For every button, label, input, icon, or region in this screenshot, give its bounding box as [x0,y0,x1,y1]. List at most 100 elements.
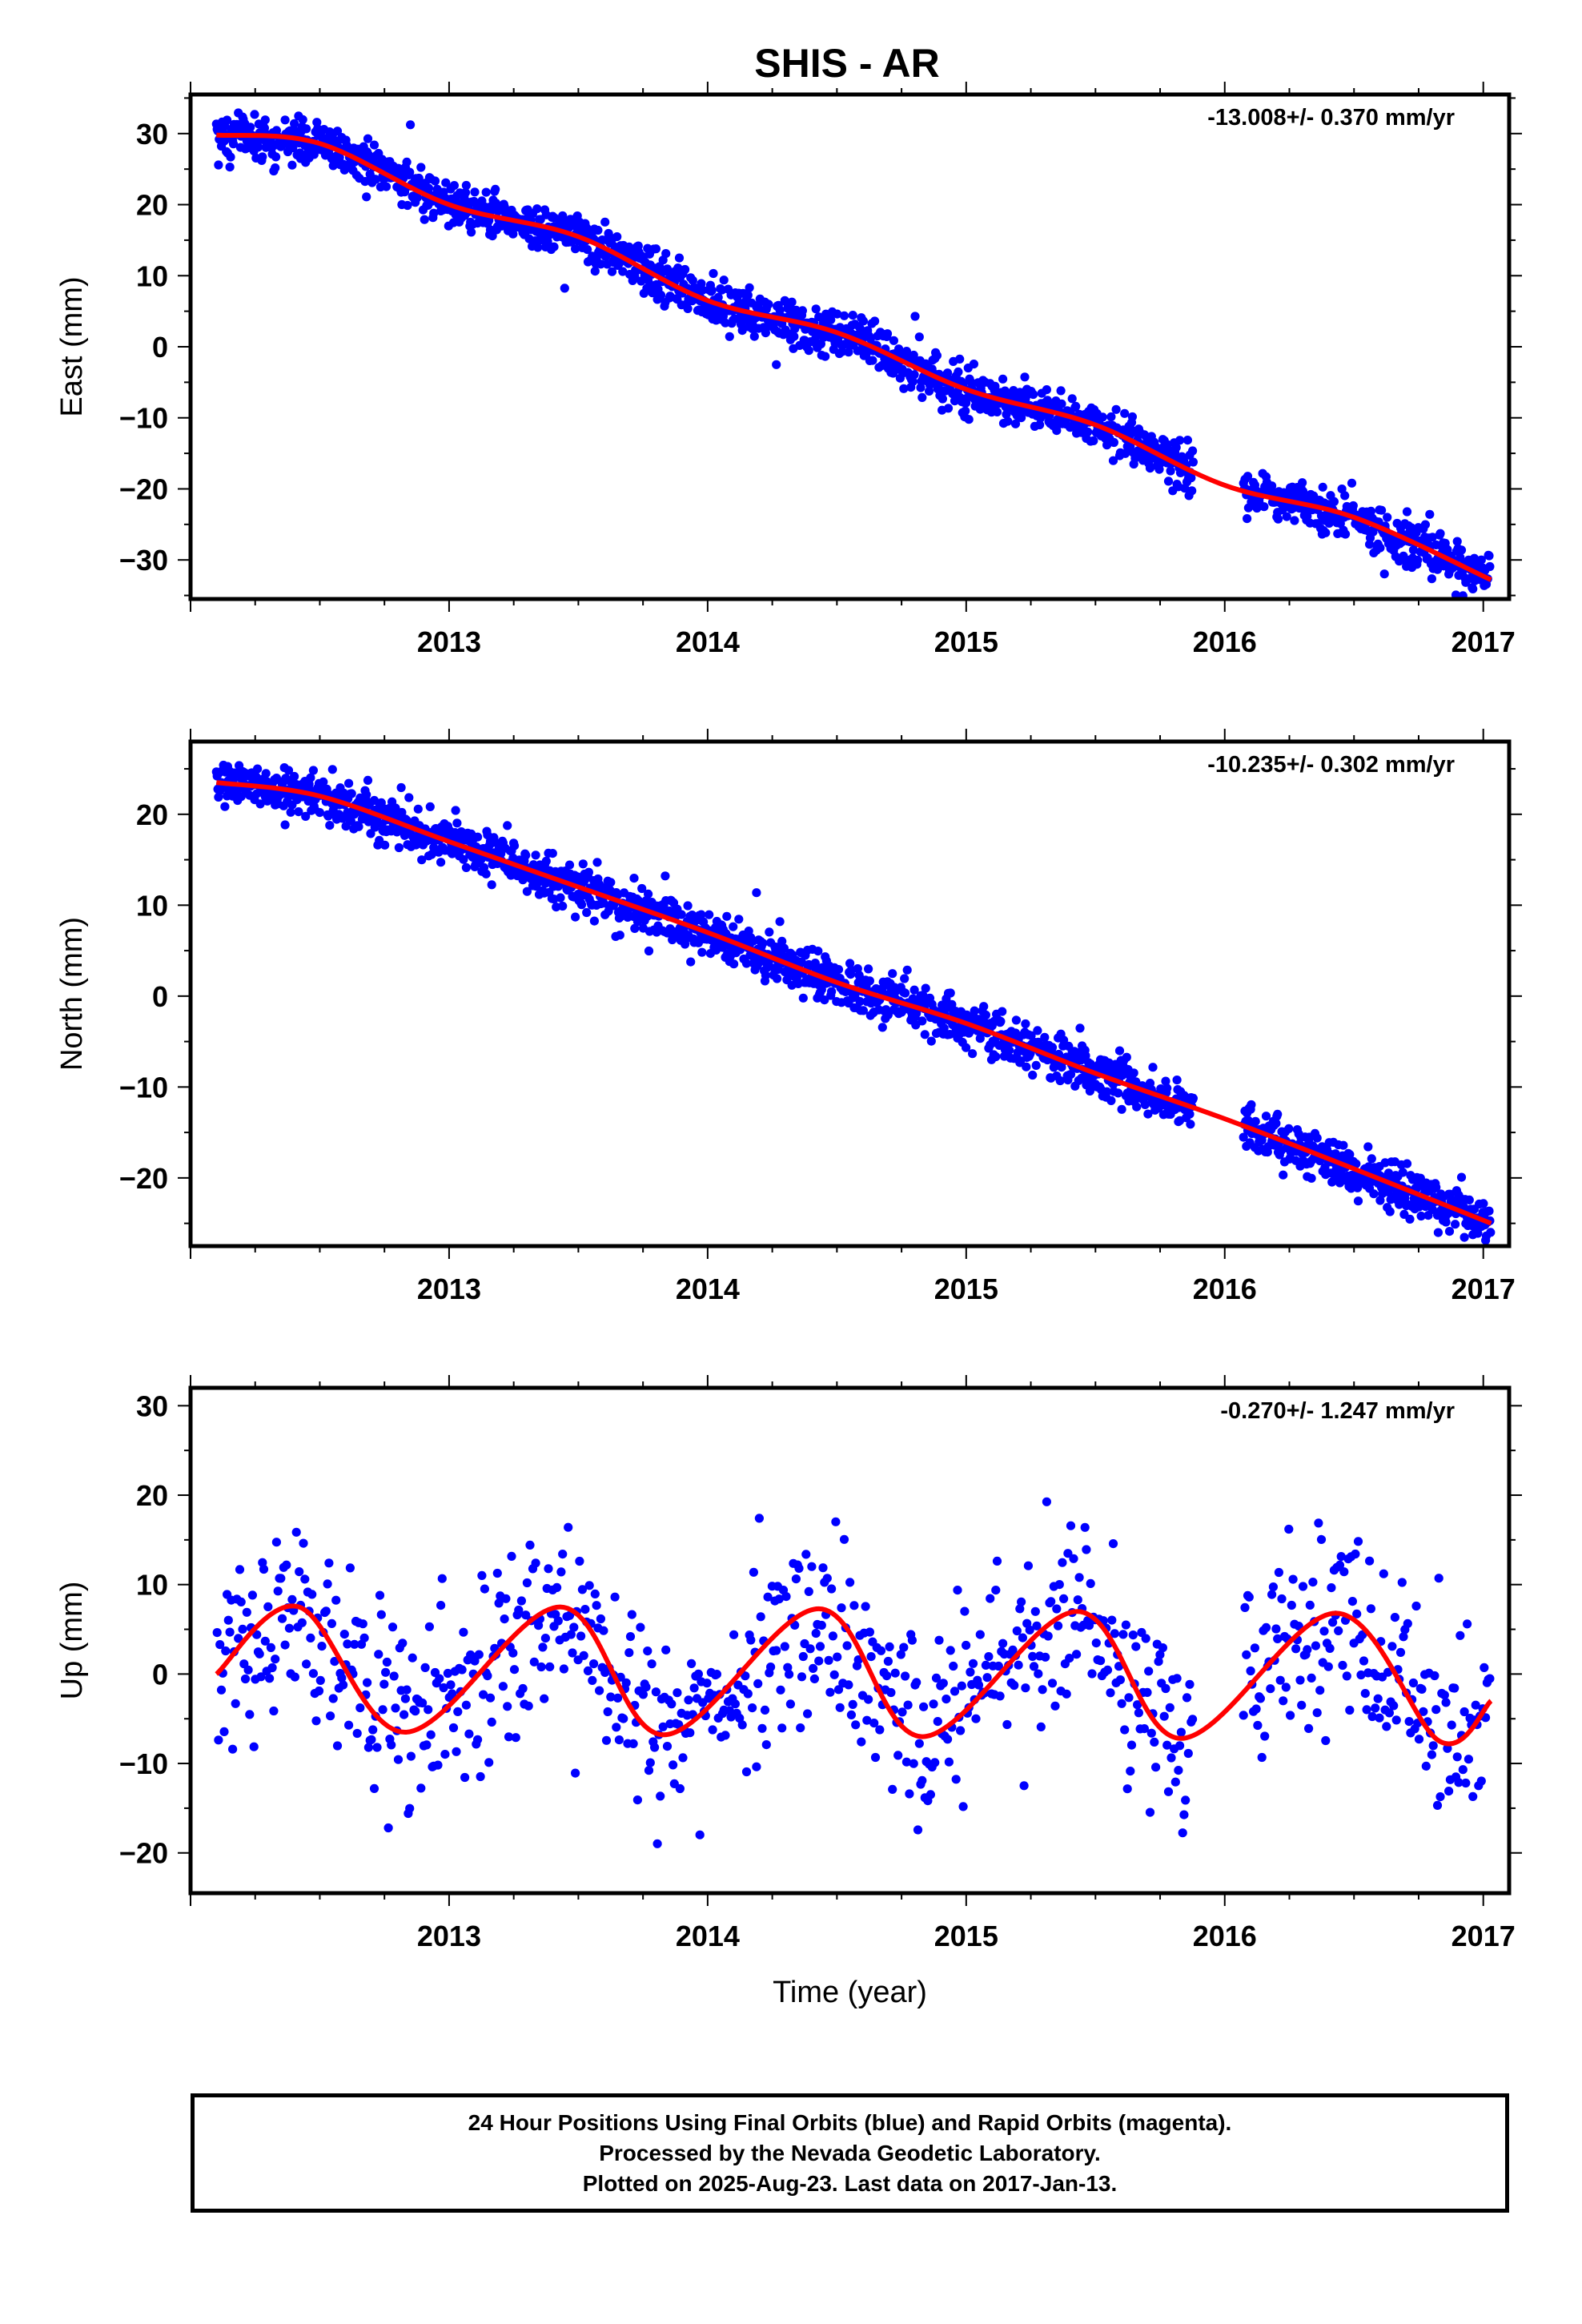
up-data-point [476,1771,485,1782]
east-data-point [491,184,500,194]
up-data-point [831,1517,841,1526]
up-data-point [869,1719,879,1728]
east-data-point [681,264,690,275]
up-data-point [326,1711,335,1721]
north-data-point [697,910,706,919]
up-data-point [1086,1578,1095,1588]
east-data-point [259,123,269,133]
east-data-point [837,347,847,356]
up-data-point [1404,1717,1414,1727]
up-data-point [1399,1632,1408,1642]
north-points [211,760,1496,1246]
east-data-point [449,181,460,191]
up-data-point [636,1622,645,1632]
up-data-point [263,1602,273,1611]
up-data-point [389,1671,399,1681]
north-data-point [261,769,271,778]
north-data-point [1021,1019,1030,1029]
up-data-point [1328,1618,1338,1627]
up-data-point [266,1642,275,1652]
up-data-point [1242,1650,1251,1659]
up-data-point [1012,1626,1022,1636]
east-data-point [416,163,426,172]
up-data-point [638,1690,648,1699]
east-data-point [1067,394,1077,404]
north-data-point [917,1016,927,1026]
east-data-point [721,318,730,328]
up-y-tick-label: 10 [136,1569,168,1602]
up-data-point [500,1614,509,1624]
up-data-point [1277,1594,1287,1604]
north-data-point [380,840,390,850]
north-data-point [253,764,263,774]
footer-line-1: 24 Hour Positions Using Final Orbits (bl… [468,2109,1232,2135]
up-data-point [315,1675,325,1685]
east-data-point [1186,473,1196,483]
up-panel: 2013 2014 2015 2016 2017 30 20 10 0 −10 −20 Up (mm)… [55,1375,1522,2009]
up-data-point [766,1663,776,1672]
east-data-point [1408,545,1418,555]
up-data-point [509,1665,520,1675]
east-data-point [772,360,781,369]
up-data-point [1072,1650,1082,1659]
up-data-point [1139,1724,1149,1734]
up-data-point [1257,1752,1267,1763]
up-data-point [661,1645,671,1655]
up-data-point [1312,1708,1322,1718]
north-data-point [1161,1076,1170,1086]
north-data-point [354,822,363,831]
north-data-point [366,829,375,838]
north-data-point [911,1020,921,1030]
east-data-point [789,332,799,341]
east-data-point [1340,529,1351,539]
up-data-point [1002,1719,1012,1730]
up-data-point [308,1669,318,1679]
up-data-point [998,1638,1008,1648]
up-data-point [875,1725,885,1735]
east-data-point [688,275,697,285]
east-data-point [1108,456,1118,465]
north-data-point [1129,1068,1138,1078]
up-data-point [1298,1582,1308,1591]
north-data-point [833,965,844,975]
north-data-point [962,1043,971,1052]
east-data-point [889,336,898,345]
north-data-point [1247,1100,1256,1110]
up-data-point [610,1592,620,1602]
up-data-point [647,1659,656,1669]
east-data-point [460,187,471,198]
up-data-point [1142,1687,1152,1697]
up-data-point [448,1723,459,1733]
up-data-point [369,1783,379,1793]
up-data-point [1084,1621,1094,1630]
north-data-point [779,943,789,953]
up-x-tick-label: 2013 [417,1920,481,1952]
up-data-point [815,1642,825,1651]
up-data-point [614,1735,624,1745]
up-data-point [825,1687,835,1697]
up-data-point [1251,1704,1261,1714]
up-data-point [498,1682,508,1691]
chart-title: SHIS - AR [754,41,940,86]
up-data-point [754,1514,765,1523]
east-data-point [856,324,865,334]
north-data-point [1251,1116,1260,1126]
up-data-point [1118,1630,1128,1639]
north-data-point [436,858,446,867]
north-data-point [752,888,761,898]
up-data-point [669,1760,678,1770]
east-data-point [280,115,290,125]
east-data-point [1420,520,1430,529]
east-data-point [271,163,280,173]
north-data-point [1117,1104,1126,1114]
up-data-point [1131,1642,1141,1651]
east-data-point [967,378,977,388]
up-data-point [391,1703,400,1713]
up-data-point [774,1594,784,1604]
north-data-point [926,1036,936,1046]
east-data-point [954,367,963,376]
up-data-point [1066,1521,1076,1530]
east-data-point [683,304,693,313]
up-data-point [1239,1711,1248,1720]
east-data-point [743,291,753,300]
